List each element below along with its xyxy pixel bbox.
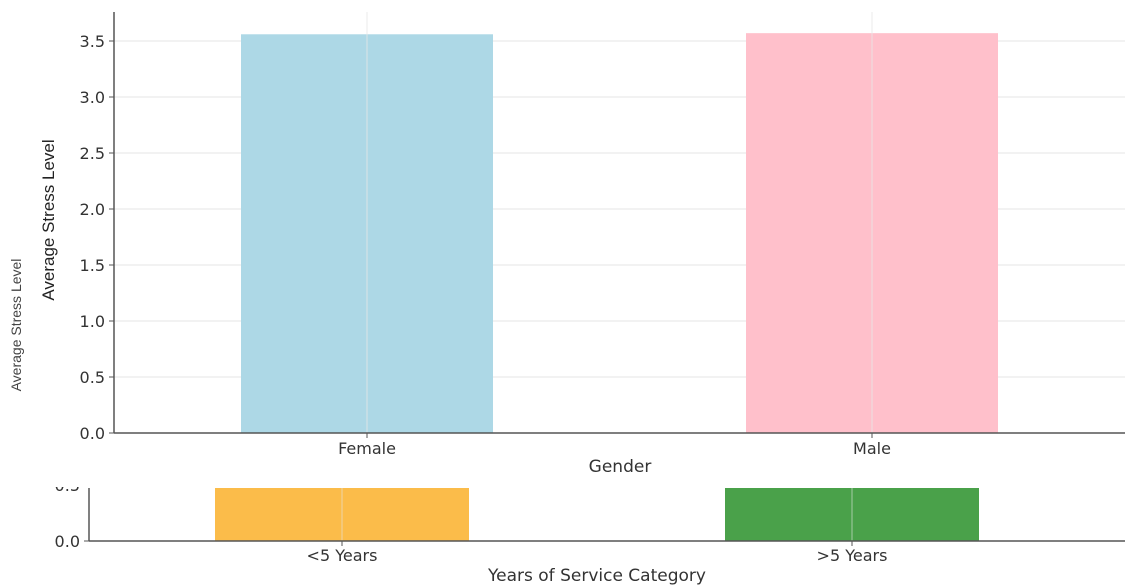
gender-y-tick-label: 0.5 xyxy=(80,368,105,387)
service-y-tick-label: 0.5 xyxy=(55,476,80,495)
gender-chart-x-ticks: Female Male xyxy=(338,433,891,458)
gender-chart-y-axis-title-ghost: Average Stress Level xyxy=(8,259,24,392)
service-x-tick-label: >5 Years xyxy=(817,546,888,565)
service-chart: 0.0 0.5 <5 Years >5 Years Years of Service… xyxy=(55,476,1125,586)
service-chart-x-ticks: <5 Years >5 Years xyxy=(307,541,888,565)
gender-y-tick-label: 1.5 xyxy=(80,256,105,275)
service-y-tick-label: 0.0 xyxy=(55,532,80,551)
gender-chart: 0.0 0.5 1.0 1.5 2.0 2.5 3.0 3.5 Female Male Gend… xyxy=(8,12,1125,477)
service-chart-x-axis-title: Years of Service Category xyxy=(487,566,706,586)
gender-y-tick-label: 3.5 xyxy=(80,32,105,51)
service-x-tick-label: <5 Years xyxy=(307,546,378,565)
gender-y-tick-label: 1.0 xyxy=(80,312,105,331)
gender-x-tick-label: Male xyxy=(853,439,891,458)
gender-y-tick-label: 0.0 xyxy=(80,424,105,443)
gender-y-tick-label: 2.0 xyxy=(80,200,105,219)
gender-chart-y-axis-title: Average Stress Level xyxy=(39,139,58,300)
service-chart-y-ticks: 0.0 0.5 xyxy=(55,476,89,551)
gender-chart-x-axis-title: Gender xyxy=(589,457,652,477)
service-chart-bars xyxy=(215,488,979,541)
gender-chart-y-ticks: 0.0 0.5 1.0 1.5 2.0 2.5 3.0 3.5 xyxy=(80,32,114,443)
gender-chart-bars xyxy=(241,12,998,433)
gender-y-tick-label: 3.0 xyxy=(80,88,105,107)
gender-y-tick-label: 2.5 xyxy=(80,144,105,163)
gender-x-tick-label: Female xyxy=(338,439,396,458)
